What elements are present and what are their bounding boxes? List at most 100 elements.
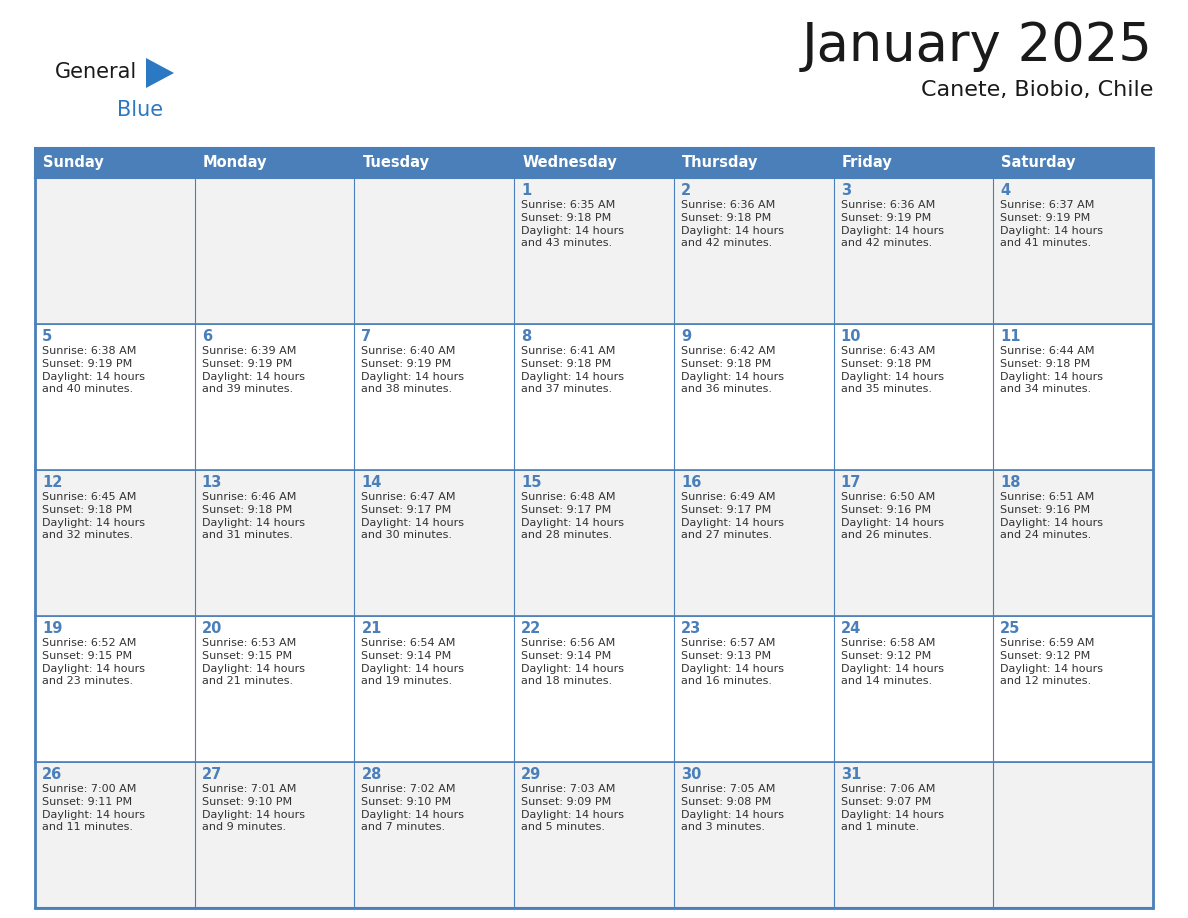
Text: 14: 14 — [361, 475, 381, 490]
Bar — [834, 762, 993, 908]
Text: Sunday: Sunday — [43, 155, 103, 171]
Text: Saturday: Saturday — [1001, 155, 1076, 171]
Text: Sunrise: 6:51 AM
Sunset: 9:16 PM
Daylight: 14 hours
and 24 minutes.: Sunrise: 6:51 AM Sunset: 9:16 PM Dayligh… — [1000, 492, 1104, 541]
Bar — [993, 178, 1154, 324]
Bar — [354, 616, 514, 762]
Bar — [993, 148, 1154, 178]
Text: Sunrise: 6:48 AM
Sunset: 9:17 PM
Daylight: 14 hours
and 28 minutes.: Sunrise: 6:48 AM Sunset: 9:17 PM Dayligh… — [522, 492, 624, 541]
Text: 13: 13 — [202, 475, 222, 490]
Text: Sunrise: 6:36 AM
Sunset: 9:18 PM
Daylight: 14 hours
and 42 minutes.: Sunrise: 6:36 AM Sunset: 9:18 PM Dayligh… — [681, 200, 784, 249]
Text: Sunrise: 6:40 AM
Sunset: 9:19 PM
Daylight: 14 hours
and 38 minutes.: Sunrise: 6:40 AM Sunset: 9:19 PM Dayligh… — [361, 346, 465, 395]
Text: Tuesday: Tuesday — [362, 155, 429, 171]
Text: Sunrise: 7:01 AM
Sunset: 9:10 PM
Daylight: 14 hours
and 9 minutes.: Sunrise: 7:01 AM Sunset: 9:10 PM Dayligh… — [202, 784, 304, 833]
Bar — [674, 470, 834, 616]
Text: Sunrise: 7:00 AM
Sunset: 9:11 PM
Daylight: 14 hours
and 11 minutes.: Sunrise: 7:00 AM Sunset: 9:11 PM Dayligh… — [42, 784, 145, 833]
Text: 30: 30 — [681, 767, 701, 782]
Text: 9: 9 — [681, 329, 691, 344]
Text: Sunrise: 6:41 AM
Sunset: 9:18 PM
Daylight: 14 hours
and 37 minutes.: Sunrise: 6:41 AM Sunset: 9:18 PM Dayligh… — [522, 346, 624, 395]
Text: Sunrise: 6:52 AM
Sunset: 9:15 PM
Daylight: 14 hours
and 23 minutes.: Sunrise: 6:52 AM Sunset: 9:15 PM Dayligh… — [42, 638, 145, 687]
Text: 22: 22 — [522, 621, 542, 636]
Bar — [354, 324, 514, 470]
Text: Canete, Biobio, Chile: Canete, Biobio, Chile — [921, 80, 1154, 100]
Text: Sunrise: 7:02 AM
Sunset: 9:10 PM
Daylight: 14 hours
and 7 minutes.: Sunrise: 7:02 AM Sunset: 9:10 PM Dayligh… — [361, 784, 465, 833]
Bar — [514, 616, 674, 762]
Text: Sunrise: 7:06 AM
Sunset: 9:07 PM
Daylight: 14 hours
and 1 minute.: Sunrise: 7:06 AM Sunset: 9:07 PM Dayligh… — [841, 784, 943, 833]
Bar — [34, 470, 195, 616]
Text: Monday: Monday — [203, 155, 267, 171]
Text: 3: 3 — [841, 183, 851, 198]
Text: 20: 20 — [202, 621, 222, 636]
Bar — [195, 148, 354, 178]
Text: Sunrise: 7:05 AM
Sunset: 9:08 PM
Daylight: 14 hours
and 3 minutes.: Sunrise: 7:05 AM Sunset: 9:08 PM Dayligh… — [681, 784, 784, 833]
Text: Sunrise: 6:50 AM
Sunset: 9:16 PM
Daylight: 14 hours
and 26 minutes.: Sunrise: 6:50 AM Sunset: 9:16 PM Dayligh… — [841, 492, 943, 541]
Text: 18: 18 — [1000, 475, 1020, 490]
Text: 11: 11 — [1000, 329, 1020, 344]
Text: 28: 28 — [361, 767, 381, 782]
Bar — [195, 178, 354, 324]
Text: Sunrise: 6:46 AM
Sunset: 9:18 PM
Daylight: 14 hours
and 31 minutes.: Sunrise: 6:46 AM Sunset: 9:18 PM Dayligh… — [202, 492, 304, 541]
Text: 17: 17 — [841, 475, 861, 490]
Text: Sunrise: 6:37 AM
Sunset: 9:19 PM
Daylight: 14 hours
and 41 minutes.: Sunrise: 6:37 AM Sunset: 9:19 PM Dayligh… — [1000, 200, 1104, 249]
Bar — [195, 470, 354, 616]
Text: Friday: Friday — [841, 155, 892, 171]
Bar — [834, 616, 993, 762]
Bar — [993, 616, 1154, 762]
Text: 31: 31 — [841, 767, 861, 782]
Bar — [674, 616, 834, 762]
Text: Sunrise: 6:49 AM
Sunset: 9:17 PM
Daylight: 14 hours
and 27 minutes.: Sunrise: 6:49 AM Sunset: 9:17 PM Dayligh… — [681, 492, 784, 541]
Text: 4: 4 — [1000, 183, 1011, 198]
Bar — [195, 616, 354, 762]
Bar — [34, 616, 195, 762]
Bar — [354, 762, 514, 908]
Bar — [993, 470, 1154, 616]
Text: Sunrise: 6:36 AM
Sunset: 9:19 PM
Daylight: 14 hours
and 42 minutes.: Sunrise: 6:36 AM Sunset: 9:19 PM Dayligh… — [841, 200, 943, 249]
Bar — [354, 470, 514, 616]
Text: Sunrise: 6:58 AM
Sunset: 9:12 PM
Daylight: 14 hours
and 14 minutes.: Sunrise: 6:58 AM Sunset: 9:12 PM Dayligh… — [841, 638, 943, 687]
Bar — [34, 148, 1154, 178]
Bar — [34, 148, 195, 178]
Text: Sunrise: 6:53 AM
Sunset: 9:15 PM
Daylight: 14 hours
and 21 minutes.: Sunrise: 6:53 AM Sunset: 9:15 PM Dayligh… — [202, 638, 304, 687]
Bar — [993, 324, 1154, 470]
Text: Sunrise: 6:56 AM
Sunset: 9:14 PM
Daylight: 14 hours
and 18 minutes.: Sunrise: 6:56 AM Sunset: 9:14 PM Dayligh… — [522, 638, 624, 687]
Text: 1: 1 — [522, 183, 531, 198]
Bar — [834, 324, 993, 470]
Bar — [514, 762, 674, 908]
Bar — [514, 178, 674, 324]
Text: Sunrise: 6:35 AM
Sunset: 9:18 PM
Daylight: 14 hours
and 43 minutes.: Sunrise: 6:35 AM Sunset: 9:18 PM Dayligh… — [522, 200, 624, 249]
Bar — [674, 148, 834, 178]
Text: 26: 26 — [42, 767, 62, 782]
Bar — [34, 178, 195, 324]
Text: Sunrise: 6:59 AM
Sunset: 9:12 PM
Daylight: 14 hours
and 12 minutes.: Sunrise: 6:59 AM Sunset: 9:12 PM Dayligh… — [1000, 638, 1104, 687]
Text: 25: 25 — [1000, 621, 1020, 636]
Text: 10: 10 — [841, 329, 861, 344]
Text: 2: 2 — [681, 183, 691, 198]
Bar — [674, 324, 834, 470]
Bar — [834, 148, 993, 178]
Bar — [834, 470, 993, 616]
Text: General: General — [55, 62, 138, 82]
Text: Blue: Blue — [116, 100, 163, 120]
Text: 19: 19 — [42, 621, 63, 636]
Text: Sunrise: 6:54 AM
Sunset: 9:14 PM
Daylight: 14 hours
and 19 minutes.: Sunrise: 6:54 AM Sunset: 9:14 PM Dayligh… — [361, 638, 465, 687]
Text: Sunrise: 6:44 AM
Sunset: 9:18 PM
Daylight: 14 hours
and 34 minutes.: Sunrise: 6:44 AM Sunset: 9:18 PM Dayligh… — [1000, 346, 1104, 395]
Bar — [514, 148, 674, 178]
Text: 5: 5 — [42, 329, 52, 344]
Text: 24: 24 — [841, 621, 861, 636]
Text: 29: 29 — [522, 767, 542, 782]
Bar — [34, 762, 195, 908]
Text: 8: 8 — [522, 329, 531, 344]
Text: Sunrise: 6:38 AM
Sunset: 9:19 PM
Daylight: 14 hours
and 40 minutes.: Sunrise: 6:38 AM Sunset: 9:19 PM Dayligh… — [42, 346, 145, 395]
Text: Sunrise: 6:45 AM
Sunset: 9:18 PM
Daylight: 14 hours
and 32 minutes.: Sunrise: 6:45 AM Sunset: 9:18 PM Dayligh… — [42, 492, 145, 541]
Text: January 2025: January 2025 — [802, 20, 1154, 72]
Text: 21: 21 — [361, 621, 381, 636]
Text: Sunrise: 6:42 AM
Sunset: 9:18 PM
Daylight: 14 hours
and 36 minutes.: Sunrise: 6:42 AM Sunset: 9:18 PM Dayligh… — [681, 346, 784, 395]
Bar — [514, 324, 674, 470]
Text: Sunrise: 6:47 AM
Sunset: 9:17 PM
Daylight: 14 hours
and 30 minutes.: Sunrise: 6:47 AM Sunset: 9:17 PM Dayligh… — [361, 492, 465, 541]
Bar — [514, 470, 674, 616]
Text: Sunrise: 6:57 AM
Sunset: 9:13 PM
Daylight: 14 hours
and 16 minutes.: Sunrise: 6:57 AM Sunset: 9:13 PM Dayligh… — [681, 638, 784, 687]
Text: 27: 27 — [202, 767, 222, 782]
Bar — [354, 148, 514, 178]
Polygon shape — [146, 58, 173, 88]
Text: Thursday: Thursday — [682, 155, 758, 171]
Bar — [834, 178, 993, 324]
